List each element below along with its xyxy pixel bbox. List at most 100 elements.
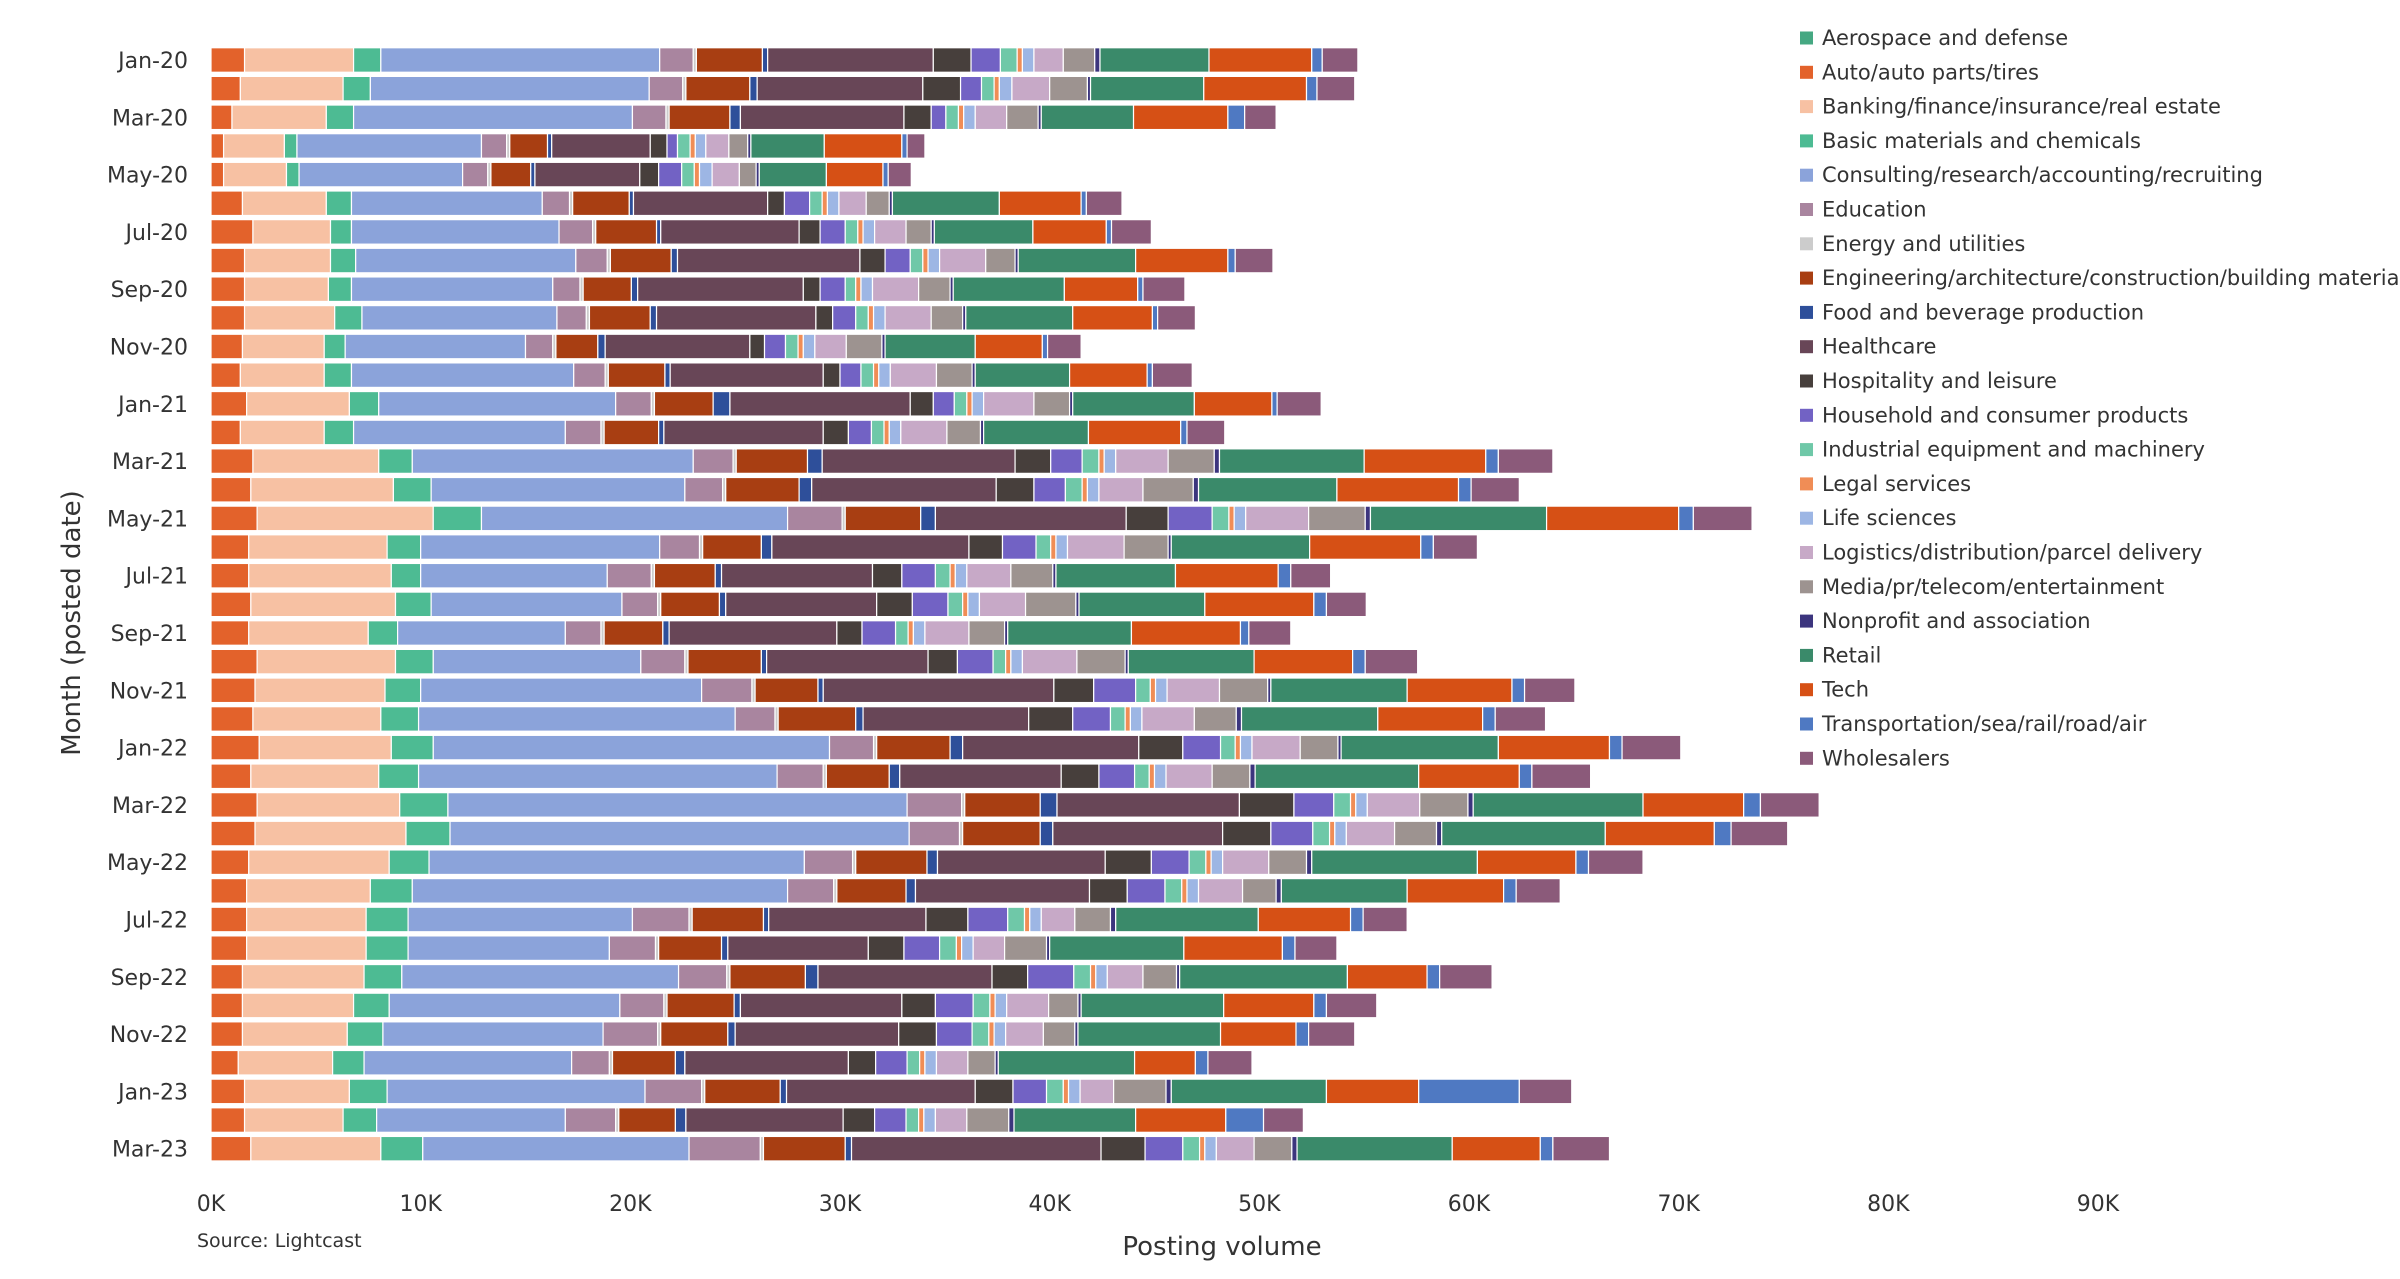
bar-segment-oct-22-consulting-research-accounting-recruiting bbox=[388, 992, 621, 1019]
bar-segment-jan-22-hospitality-and-leisure bbox=[1138, 734, 1184, 761]
bar-segment-oct-22-logistics-distribution-parcel-delivery bbox=[1006, 992, 1050, 1019]
bar-segment-nov-20-legal-services bbox=[797, 333, 804, 360]
bar-segment-apr-20-household-and-consumer-products bbox=[666, 133, 679, 159]
bar-segment-mar-21-life-sciences bbox=[1103, 448, 1117, 474]
bar-segment-jun-21-tech bbox=[1309, 534, 1422, 560]
bar-segment-apr-22-life-sciences bbox=[1334, 820, 1347, 847]
bar-segment-apr-22-media-pr-telecom-entertainment bbox=[1393, 820, 1438, 847]
legend-swatch bbox=[1800, 305, 1813, 319]
bar-segment-oct-20-media-pr-telecom-entertainment bbox=[930, 305, 964, 331]
bar-segment-jul-22-legal-services bbox=[1023, 906, 1031, 933]
bar-segment-mar-21-engineering-architecture-construction-building-materials bbox=[735, 448, 809, 474]
bar-segment-feb-20-food-and-beverage-production bbox=[749, 75, 758, 102]
bar-segment-jun-22-healthcare bbox=[914, 877, 1091, 904]
bar-segment-jun-22-industrial-equipment-and-machinery bbox=[1164, 877, 1183, 904]
legend-swatch bbox=[1800, 340, 1813, 354]
bar-segment-jul-22-nonprofit-and-association bbox=[1109, 906, 1117, 933]
legend-label: Healthcare bbox=[1822, 335, 1936, 359]
bar-segment-jun-22-logistics-distribution-parcel-delivery bbox=[1197, 877, 1244, 904]
bar-segment-mar-23-tech bbox=[1451, 1135, 1541, 1162]
bar-segment-oct-21-healthcare bbox=[766, 648, 929, 675]
bar-segment-dec-22-education bbox=[571, 1049, 610, 1076]
bar-segment-apr-21-household-and-consumer-products bbox=[1033, 476, 1066, 503]
bar-segment-jun-20-transportation-sea-rail-road-air bbox=[1080, 190, 1087, 217]
bar-segment-mar-20-logistics-distribution-parcel-delivery bbox=[974, 104, 1008, 131]
bar-segment-jun-21-transportation-sea-rail-road-air bbox=[1420, 534, 1434, 560]
bar-segment-apr-21-media-pr-telecom-entertainment bbox=[1142, 476, 1194, 503]
bar-segment-nov-20-retail bbox=[884, 333, 976, 360]
bar-segment-dec-22-hospitality-and-leisure bbox=[847, 1049, 877, 1076]
bar-segment-apr-20-healthcare bbox=[551, 133, 651, 159]
y-tick-label: Jul-20 bbox=[124, 221, 188, 246]
y-axis-title: Month (posted date) bbox=[57, 490, 87, 756]
bar-segment-jul-22-media-pr-telecom-entertainment bbox=[1074, 906, 1112, 933]
bar-segment-feb-21-engineering-architecture-construction-building-materials bbox=[603, 419, 660, 446]
bar-segment-may-20-wholesalers bbox=[887, 161, 912, 188]
bar-segment-apr-20-hospitality-and-leisure bbox=[649, 133, 668, 159]
bar-segment-jul-21-engineering-architecture-construction-building-materials bbox=[653, 562, 716, 589]
legend-label: Banking/finance/insurance/real estate bbox=[1822, 95, 2221, 119]
bar-segment-jun-20-tech bbox=[998, 190, 1082, 217]
bar-segment-dec-21-household-and-consumer-products bbox=[1072, 706, 1112, 732]
x-tick-label: 30K bbox=[819, 1192, 862, 1217]
bar-segment-jan-20-nonprofit-and-association bbox=[1094, 47, 1101, 73]
bar-segment-may-20-education bbox=[462, 161, 489, 188]
bar-segment-nov-21-transportation-sea-rail-road-air bbox=[1511, 677, 1526, 704]
bar-segment-apr-22-auto-auto-parts-tires bbox=[210, 820, 256, 847]
bar-segment-oct-21-food-and-beverage-production bbox=[760, 648, 768, 675]
bar-segment-mar-20-hospitality-and-leisure bbox=[903, 104, 932, 131]
bar-segment-jan-20-basic-materials-and-chemicals bbox=[352, 47, 382, 73]
bar-segment-dec-21-industrial-equipment-and-machinery bbox=[1109, 706, 1126, 732]
bar-segment-nov-20-logistics-distribution-parcel-delivery bbox=[814, 333, 847, 360]
bar-segment-may-20-healthcare bbox=[534, 161, 641, 188]
bar-segment-jan-23-auto-auto-parts-tires bbox=[210, 1078, 246, 1105]
bar-segment-nov-20-education bbox=[524, 333, 554, 360]
bar-segment-aug-22-legal-services bbox=[955, 935, 963, 962]
bar-segment-sep-21-basic-materials-and-chemicals bbox=[367, 620, 399, 646]
bar-segment-jun-20-household-and-consumer-products bbox=[783, 190, 811, 217]
bar-segment-dec-22-logistics-distribution-parcel-delivery bbox=[935, 1049, 969, 1076]
bar-segment-mar-22-media-pr-telecom-entertainment bbox=[1419, 792, 1469, 818]
y-tick-label: Jan-20 bbox=[116, 49, 188, 74]
bar-segment-sep-22-media-pr-telecom-entertainment bbox=[1142, 963, 1178, 990]
bar-segment-apr-22-healthcare bbox=[1052, 820, 1224, 847]
bar-segment-sep-22-healthcare bbox=[817, 963, 993, 990]
bar-segment-jun-21-logistics-distribution-parcel-delivery bbox=[1066, 534, 1125, 560]
bar-segment-jan-22-transportation-sea-rail-road-air bbox=[1608, 734, 1623, 761]
bar-segment-aug-21-banking-finance-insurance-real-estate bbox=[250, 591, 397, 618]
legend-swatch bbox=[1800, 614, 1813, 628]
bar-segment-jan-22-tech bbox=[1497, 734, 1611, 761]
bar-segment-oct-20-wholesalers bbox=[1157, 305, 1196, 331]
bar-segment-nov-22-auto-auto-parts-tires bbox=[210, 1021, 244, 1047]
bar-segment-sep-22-food-and-beverage-production bbox=[804, 963, 819, 990]
bar-segment-dec-21-food-and-beverage-production bbox=[855, 706, 864, 732]
bar-segment-jul-22-engineering-architecture-construction-building-materials bbox=[691, 906, 765, 933]
bar-segment-jan-23-banking-finance-insurance-real-estate bbox=[243, 1078, 350, 1105]
bar-segment-aug-20-engineering-architecture-construction-building-materials bbox=[609, 247, 672, 274]
bar-segment-nov-21-healthcare bbox=[822, 677, 1055, 704]
bar-segment-mar-20-retail bbox=[1040, 104, 1135, 131]
bar-segment-mar-22-food-and-beverage-production bbox=[1039, 792, 1058, 818]
bar-segment-oct-21-household-and-consumer-products bbox=[956, 648, 994, 675]
bar-segment-may-21-food-and-beverage-production bbox=[920, 505, 936, 532]
y-tick-label: Jan-21 bbox=[116, 393, 188, 418]
bar-segment-jan-20-logistics-distribution-parcel-delivery bbox=[1033, 47, 1064, 73]
bar-segment-sep-20-auto-auto-parts-tires bbox=[210, 276, 246, 303]
bar-segment-aug-22-tech bbox=[1183, 935, 1283, 962]
bar-segment-jun-20-consulting-research-accounting-recruiting bbox=[350, 190, 543, 217]
bar-segment-feb-21-education bbox=[564, 419, 602, 446]
bar-segment-jan-20-education bbox=[659, 47, 694, 73]
bar-segment-sep-21-retail bbox=[1007, 620, 1133, 646]
bar-segment-sep-21-healthcare bbox=[668, 620, 838, 646]
bar-segment-oct-22-life-sciences bbox=[994, 992, 1008, 1019]
bar-segment-jan-21-banking-finance-insurance-real-estate bbox=[246, 390, 350, 417]
bar-segment-may-22-wholesalers bbox=[1587, 849, 1644, 876]
bar-segment-jun-21-food-and-beverage-production bbox=[760, 534, 773, 560]
bar-segment-sep-21-engineering-architecture-construction-building-materials bbox=[603, 620, 664, 646]
bar-segment-apr-21-legal-services bbox=[1081, 476, 1089, 503]
bar-segment-mar-20-education bbox=[631, 104, 667, 131]
bar-segment-dec-20-food-and-beverage-production bbox=[664, 362, 671, 388]
bar-segment-may-22-life-sciences bbox=[1210, 849, 1224, 876]
bar-segment-sep-20-life-sciences bbox=[860, 276, 874, 303]
bar-segment-jan-21-transportation-sea-rail-road-air bbox=[1271, 390, 1278, 417]
